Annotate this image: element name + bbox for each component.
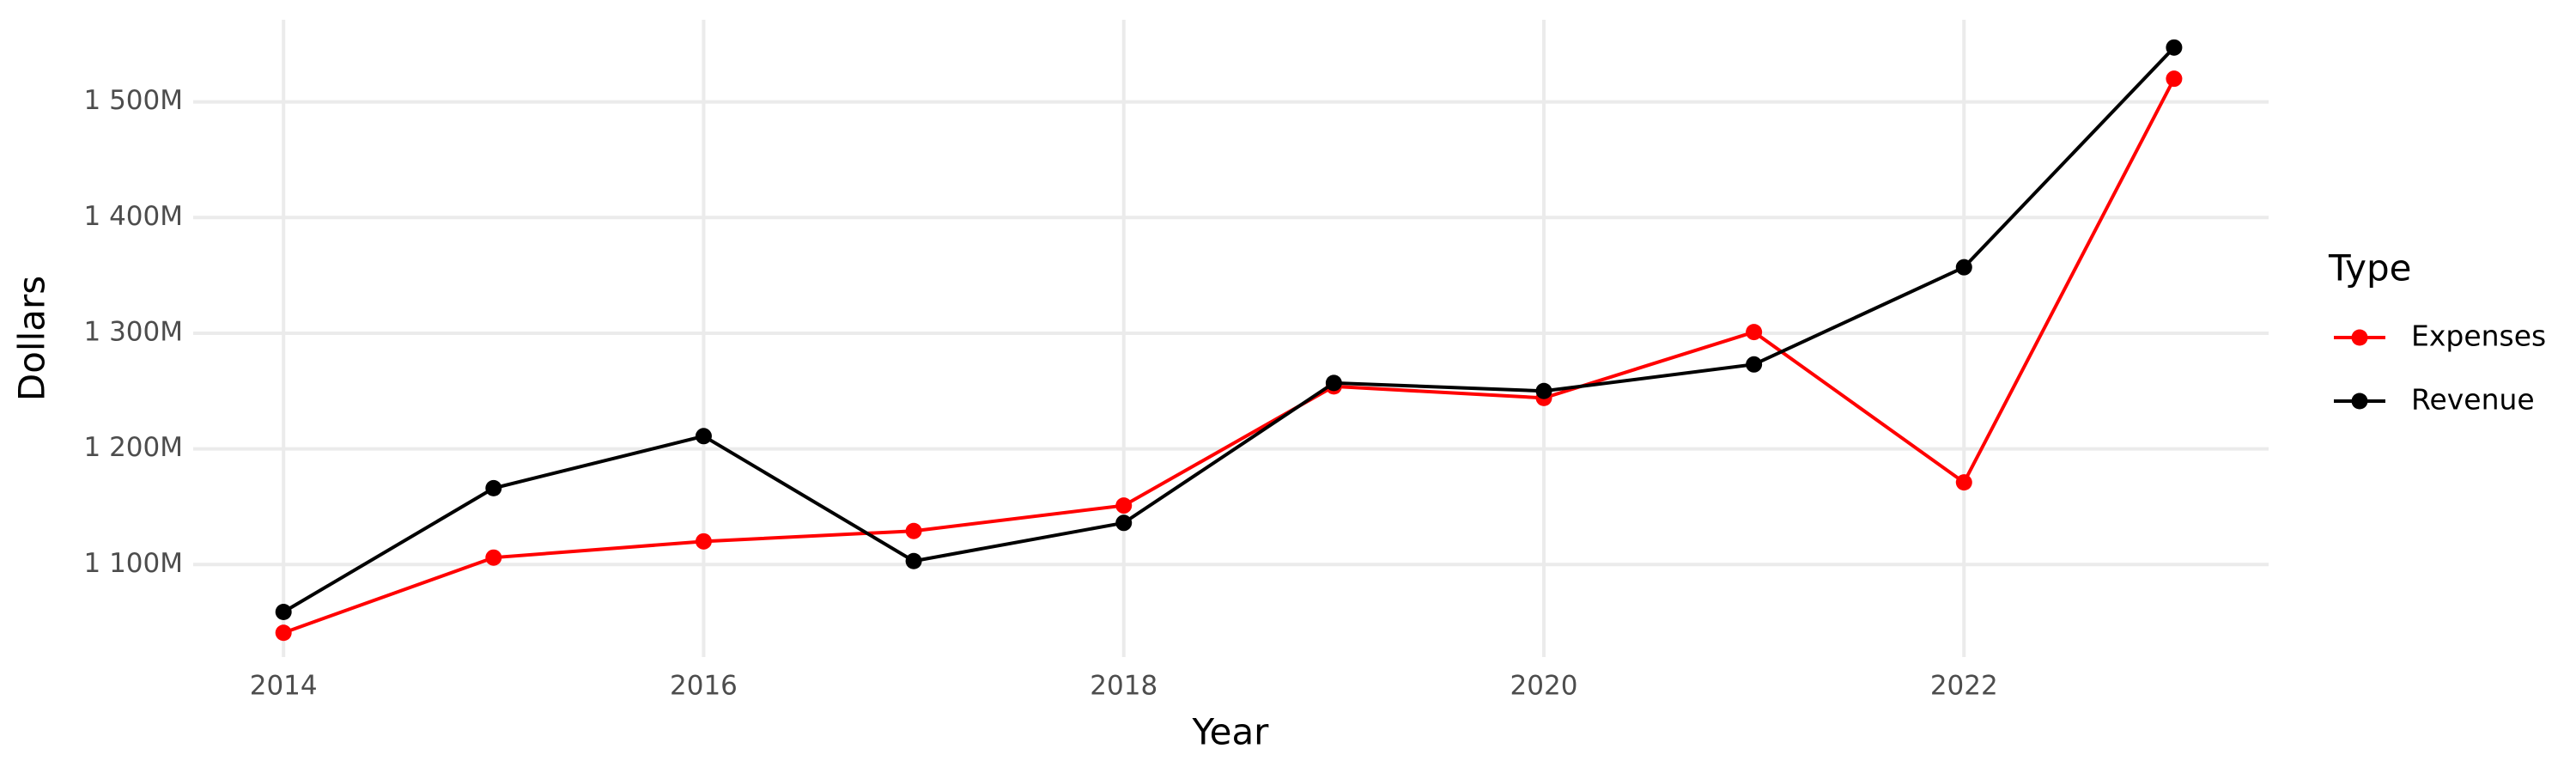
data-point: [2166, 39, 2183, 56]
data-point: [1955, 259, 1972, 276]
y-tick-label: 1 200M: [84, 432, 184, 463]
data-point: [275, 603, 292, 620]
data-point: [275, 624, 292, 642]
data-point: [695, 533, 712, 550]
series-line: [283, 46, 2176, 614]
data-point: [1746, 324, 1763, 341]
legend-title: Type: [2328, 247, 2411, 289]
grid: [193, 20, 2269, 657]
legend-key-point: [2351, 329, 2368, 346]
y-tick-label: 1 300M: [84, 316, 184, 347]
data-point: [1115, 514, 1133, 532]
data-point: [695, 428, 712, 445]
y-tick-label: 1 400M: [84, 201, 184, 232]
data-point: [1115, 497, 1133, 514]
x-tick-label: 2018: [1090, 671, 1157, 702]
y-tick-label: 1 100M: [84, 548, 184, 579]
data-point: [2166, 70, 2183, 88]
legend-label: Revenue: [2411, 383, 2535, 417]
legend-label: Expenses: [2411, 320, 2546, 353]
y-axis-title: Dollars: [11, 276, 53, 401]
data-point: [485, 479, 502, 496]
data-point: [1535, 382, 1552, 399]
data-point: [485, 549, 502, 566]
x-tick-label: 2014: [250, 671, 318, 702]
x-tick-label: 2020: [1510, 671, 1578, 702]
data-point: [1955, 474, 1972, 491]
series-line: [283, 77, 2176, 635]
data-point: [1325, 374, 1342, 392]
x-tick-label: 2016: [670, 671, 738, 702]
data-point: [905, 552, 922, 569]
y-tick-label: 1 500M: [84, 85, 184, 116]
legend-key-point: [2351, 393, 2368, 410]
data-point: [905, 522, 922, 539]
x-axis-title: Year: [1192, 711, 1270, 753]
x-tick-label: 2022: [1930, 671, 1998, 702]
data-point: [1746, 356, 1763, 373]
